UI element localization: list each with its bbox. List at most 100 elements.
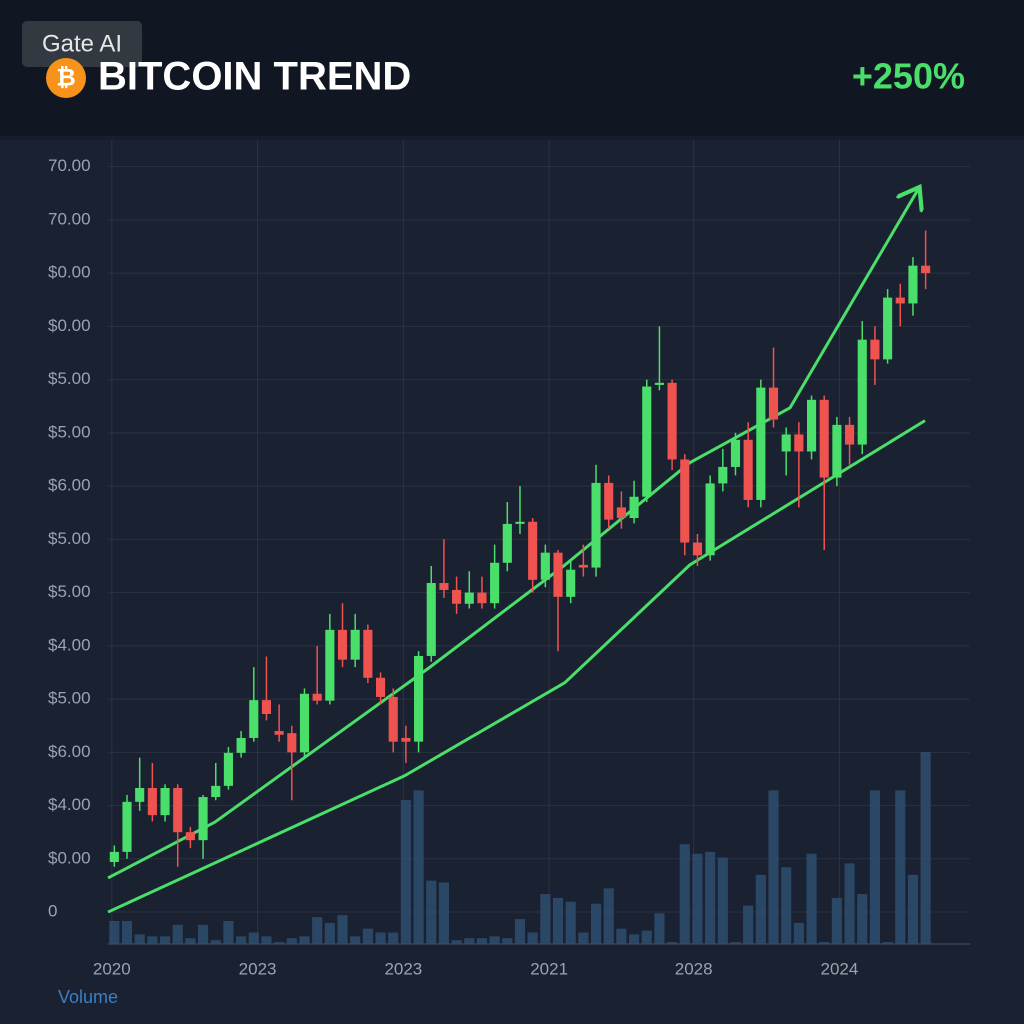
candle-body <box>135 787 145 802</box>
candle-body <box>515 521 525 524</box>
volume-bar <box>134 934 145 944</box>
candle-body <box>883 297 893 360</box>
candle-body <box>312 693 322 701</box>
volume-bar <box>590 903 602 944</box>
candle-body <box>502 523 512 563</box>
y-tick-label: $4.00 <box>48 795 91 814</box>
y-tick-label: 70.00 <box>48 156 91 175</box>
volume-bar <box>679 844 690 944</box>
volume-bar <box>692 853 703 944</box>
volume-bar <box>438 882 449 944</box>
x-tick-label: 2021 <box>530 959 568 978</box>
watermark: Gate AI <box>42 30 122 57</box>
candle-body <box>160 787 170 816</box>
volume-bar <box>426 880 437 944</box>
candle-body <box>490 562 500 604</box>
candle-body <box>414 655 424 742</box>
volume-bar <box>413 790 424 944</box>
candle-body <box>806 399 817 452</box>
volume-bar <box>819 942 830 944</box>
volume-bar <box>730 942 741 944</box>
candle-body <box>426 582 436 656</box>
candle-body <box>604 482 614 520</box>
volume-bar <box>223 920 234 944</box>
volume-bar <box>831 897 842 944</box>
volume-bar <box>109 920 120 944</box>
y-tick-label: $5.00 <box>48 689 91 708</box>
volume-bar <box>717 857 728 944</box>
volume-bar <box>451 940 462 944</box>
title: BITCOIN TREND <box>98 55 411 99</box>
y-tick-label: $6.00 <box>48 476 91 495</box>
volume-bar <box>844 863 855 944</box>
candle-body <box>375 677 386 697</box>
volume-bar <box>654 913 665 944</box>
volume-bar <box>502 938 513 944</box>
trend-line <box>107 419 926 914</box>
y-tick-label: $6.00 <box>48 742 91 761</box>
volume-bar <box>261 936 272 944</box>
volume-bar <box>667 942 678 944</box>
change: +250% <box>852 56 965 97</box>
volume-bar <box>464 938 475 944</box>
volume-bar <box>324 922 335 944</box>
candle-body <box>299 693 310 753</box>
candle-body <box>287 733 297 753</box>
candle-body <box>464 592 474 604</box>
candle-body <box>528 521 538 580</box>
candle-body <box>452 589 462 604</box>
candle-body <box>325 629 335 701</box>
volume-bar <box>705 851 716 944</box>
y-tick-label: 0 <box>48 902 57 921</box>
volume-bar <box>299 936 310 944</box>
x-tick-label: 2020 <box>93 959 131 978</box>
y-tick-label: $5.00 <box>48 369 91 388</box>
volume-bar <box>210 940 221 944</box>
candle-body <box>236 737 246 753</box>
volume-bar <box>527 932 538 944</box>
candle-body <box>832 424 842 478</box>
volume-bar <box>869 790 880 944</box>
x-tick-label: 2024 <box>821 959 859 978</box>
volume-bar <box>350 936 361 944</box>
volume-bar <box>629 934 640 944</box>
volume-bar <box>274 942 285 944</box>
candle-body <box>794 434 804 452</box>
x-tick-label: 2023 <box>239 959 277 978</box>
candle-body <box>578 564 588 568</box>
volume-bar <box>907 874 919 944</box>
y-tick-label: 70.00 <box>48 209 91 228</box>
candle-body <box>591 482 601 568</box>
candle-body <box>147 787 157 816</box>
candle-body <box>629 496 639 519</box>
volume-label: Volume <box>58 987 118 1007</box>
volume-bar <box>121 920 133 944</box>
candle-body <box>249 700 259 738</box>
candle-body <box>819 399 829 478</box>
candle-body <box>705 483 715 556</box>
volume-bar <box>375 932 386 944</box>
candle-body <box>781 434 791 452</box>
volume-bar <box>540 894 551 944</box>
candle-body <box>274 731 284 735</box>
trend-line <box>107 190 918 880</box>
y-tick-label: $0.00 <box>48 316 91 335</box>
candle-body <box>908 265 918 304</box>
candle-body <box>553 552 563 597</box>
volume-bar <box>755 874 766 944</box>
volume-bar <box>781 867 792 944</box>
volume-bar <box>793 922 804 944</box>
volume-bar <box>882 942 893 944</box>
candle-body <box>211 785 221 798</box>
volume-bar <box>172 924 183 944</box>
volume-bar <box>641 930 652 944</box>
y-tick-label: $5.00 <box>48 422 91 441</box>
volume-bar <box>400 800 411 944</box>
volume-bar <box>895 790 906 944</box>
candle-body <box>185 832 195 841</box>
candle-body <box>173 787 183 833</box>
volume-bar <box>286 938 297 944</box>
volume-bar <box>743 905 754 944</box>
candle-body <box>616 507 626 519</box>
